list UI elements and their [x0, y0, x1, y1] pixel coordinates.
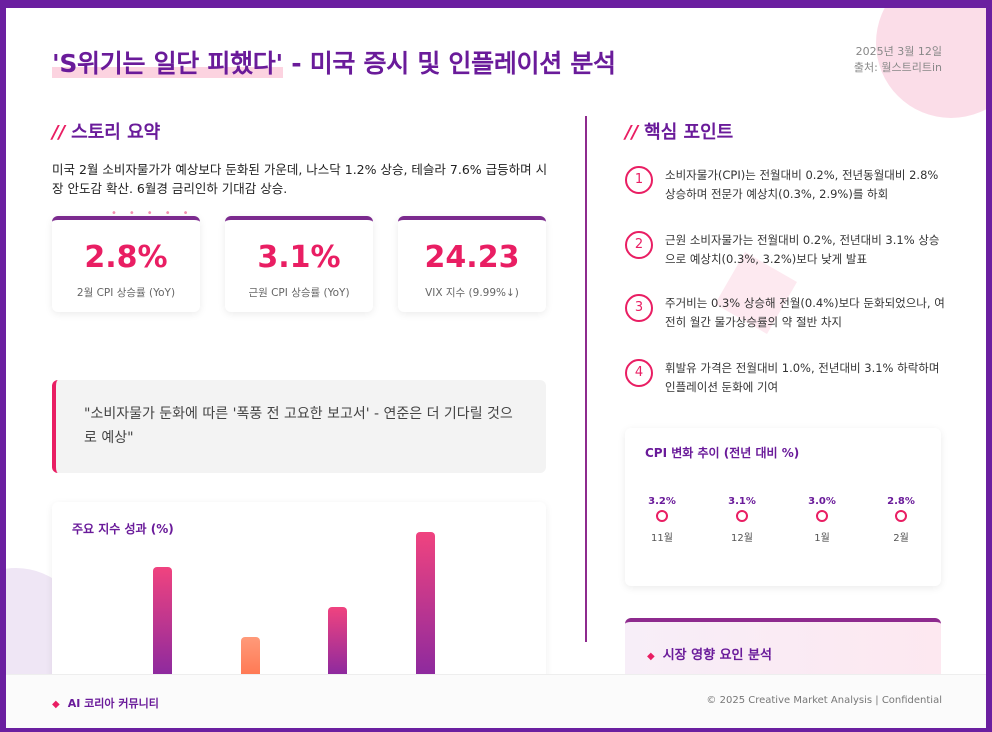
- cpi-x-label: 11월: [651, 532, 673, 544]
- stat-value: 24.23: [424, 240, 520, 275]
- quote-box: "소비자물가 둔화에 따른 '폭풍 전 고요한 보고서' - 연준은 더 기다릴…: [52, 380, 546, 473]
- key-points-heading: //핵심 포인트: [625, 118, 733, 144]
- date-text: 2025년 3월 12일: [855, 45, 942, 58]
- key-point-text: 휘발유 가격은 전월대비 1.0%, 전년대비 3.1% 하락하며 인플레이션 …: [665, 361, 940, 394]
- chart-title: 주요 지수 성과 (%): [72, 522, 174, 536]
- cpi-value-label: 3.0%: [808, 496, 836, 507]
- stat-value: 2.8%: [84, 240, 168, 275]
- key-point-text: 근원 소비자물가는 전월대비 0.2%, 전년대비 3.1% 상승으로 예상치(…: [665, 233, 940, 266]
- chart-bar: [153, 567, 172, 674]
- cpi-point: [816, 510, 828, 522]
- story-heading-label: 스토리 요약: [71, 122, 161, 143]
- slash-icon: //: [52, 122, 66, 143]
- cpi-x-label: 1월: [814, 532, 830, 544]
- vertical-divider: [585, 116, 587, 642]
- footer: ◆ AI 코리아 커뮤니티 © 2025 Creative Market Anal…: [6, 674, 986, 728]
- chart-title: CPI 변화 추이 (전년 대비 %): [645, 446, 800, 460]
- title-rest: - 미국 증시 및 인플레이션 분석: [282, 49, 616, 78]
- key-points-heading-label: 핵심 포인트: [644, 122, 734, 143]
- number-badge: 3: [625, 294, 653, 322]
- stat-card-vix: 24.23 VIX 지수 (9.99%↓): [398, 216, 546, 312]
- stat-card-core-cpi: 3.1% 근원 CPI 상승률 (YoY): [225, 216, 373, 312]
- key-point-text: 주거비는 0.3% 상승해 전월(0.4%)보다 둔화되었으나, 여전히 월간 …: [665, 296, 945, 329]
- cpi-trend-chart: CPI 변화 추이 (전년 대비 %) 3.2% 11월 3.1% 12월 3.0% 1월…: [625, 428, 941, 586]
- slash-icon: //: [625, 122, 639, 143]
- cpi-x-label: 12월: [731, 532, 753, 544]
- stat-card-cpi: 2.8% 2월 CPI 상승률 (YoY): [52, 216, 200, 312]
- cpi-x-label: 2월: [893, 532, 909, 544]
- chart-bar: [416, 531, 435, 674]
- cpi-value-label: 3.1%: [728, 496, 756, 507]
- market-impact-title: ◆ 시장 영향 요인 분석: [647, 644, 772, 663]
- slide: 'S위기는 일단 피했다' - 미국 증시 및 인플레이션 분석 2025년 3…: [6, 8, 986, 728]
- cpi-value-label: 2.8%: [887, 496, 915, 507]
- diamond-icon: ◆: [647, 651, 655, 662]
- source-text: 출처: 월스트리트in: [853, 61, 942, 74]
- cpi-value-label: 3.2%: [648, 496, 676, 507]
- number-badge: 4: [625, 359, 653, 387]
- footer-brand-label: AI 코리아 커뮤니티: [67, 697, 159, 710]
- header-meta: 2025년 3월 12일 출처: 월스트리트in: [854, 44, 942, 76]
- cpi-point: [736, 510, 748, 522]
- number-badge: 2: [625, 231, 653, 259]
- diamond-icon: ◆: [52, 699, 60, 710]
- stat-label: 2월 CPI 상승률 (YoY): [76, 287, 176, 299]
- footer-brand: ◆ AI 코리아 커뮤니티: [52, 695, 159, 711]
- chart-bar: [241, 636, 260, 674]
- cpi-line-svg: 3.2% 11월 3.1% 12월 3.0% 1월 2.8% 2월: [645, 496, 915, 544]
- stat-label: 근원 CPI 상승률 (YoY): [248, 287, 350, 299]
- stat-label: VIX 지수 (9.99%↓): [425, 287, 519, 299]
- footer-copyright: © 2025 Creative Market Analysis | Confid…: [706, 695, 942, 706]
- chart-bar: [328, 606, 347, 674]
- cpi-point: [895, 510, 907, 522]
- index-performance-chart: 주요 지수 성과 (%): [52, 502, 546, 692]
- stat-value: 3.1%: [257, 240, 341, 275]
- dots-decoration: •••••: [111, 208, 201, 219]
- title-highlight: 'S위기는 일단 피했다': [52, 49, 283, 78]
- market-impact-label: 시장 영향 요인 분석: [662, 648, 772, 663]
- story-summary: 미국 2월 소비자물가가 예상보다 둔화된 가운데, 나스닥 1.2% 상승, …: [52, 162, 548, 196]
- story-heading: //스토리 요약: [52, 118, 160, 144]
- page-title: 'S위기는 일단 피했다' - 미국 증시 및 인플레이션 분석: [52, 44, 616, 80]
- cpi-point: [656, 510, 668, 522]
- key-point-text: 소비자물가(CPI)는 전월대비 0.2%, 전년동월대비 2.8% 상승하며 …: [665, 168, 939, 201]
- number-badge: 1: [625, 166, 653, 194]
